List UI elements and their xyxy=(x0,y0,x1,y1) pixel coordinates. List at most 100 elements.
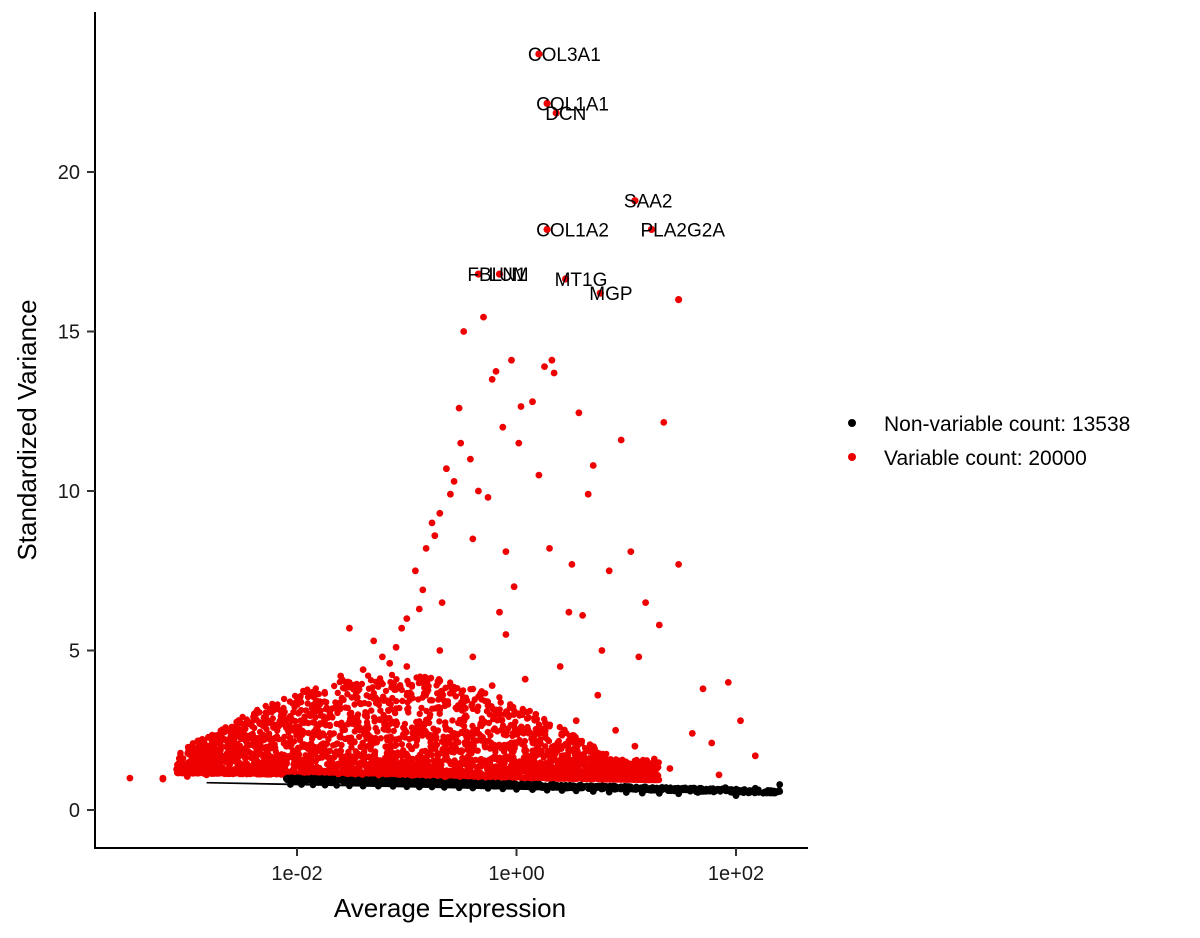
x-tick-label-2: 1e+02 xyxy=(708,863,764,885)
point-s1-37 xyxy=(455,404,463,412)
point-s0-10 xyxy=(415,783,423,791)
tick-marks: 1e-02 1e+00 1e+02 0 5 10 15 20 xyxy=(58,162,764,885)
point-s0-6 xyxy=(359,782,367,790)
point-s1-72 xyxy=(655,621,663,629)
point-s1-88 xyxy=(455,704,463,712)
point-s0-13 xyxy=(455,784,463,792)
point-s1-11 xyxy=(260,714,268,721)
x-tick-label-0: 1e-02 xyxy=(271,863,322,885)
point-s0-17 xyxy=(513,785,520,793)
point-s1-101 xyxy=(715,771,723,779)
gene-label-0: COL3A1 xyxy=(528,45,601,66)
gene-point-8 xyxy=(562,275,570,283)
point-s1-91 xyxy=(502,631,510,638)
y-tick-label-2: 10 xyxy=(58,481,80,503)
gene-label-2: DCN xyxy=(545,104,586,125)
point-s1-23 xyxy=(392,643,400,651)
point-s1-82 xyxy=(346,736,353,744)
point-s1-55 xyxy=(535,471,543,479)
point-s1-79 xyxy=(737,717,744,725)
legend: Non-variable count: 13538 Variable count… xyxy=(848,413,1130,470)
point-s1-89 xyxy=(469,653,477,661)
point-s1-62 xyxy=(575,409,583,417)
gene-label-3: SAA2 xyxy=(624,192,673,213)
point-s1-66 xyxy=(598,647,606,654)
gene-point-6 xyxy=(474,270,482,278)
y-tick-label-0: 0 xyxy=(69,800,80,822)
point-s1-100 xyxy=(666,765,674,772)
point-s1-34 xyxy=(443,465,450,473)
point-s1-44 xyxy=(484,494,492,501)
point-s1-95 xyxy=(572,717,580,725)
point-s1-81 xyxy=(326,730,334,737)
point-s0-33 xyxy=(776,781,784,788)
point-s1-57 xyxy=(546,545,553,552)
gene-label-5: PLA2G2A xyxy=(641,220,726,241)
point-s1-51 xyxy=(510,583,518,591)
point-s1-60 xyxy=(565,608,573,616)
point-s1-3 xyxy=(183,765,191,772)
legend-key-variable xyxy=(848,453,856,461)
point-s1-59 xyxy=(550,369,558,377)
gene-point-10 xyxy=(675,296,683,304)
point-s1-67 xyxy=(605,567,613,575)
point-s1-73 xyxy=(660,419,668,426)
point-s1-42 xyxy=(475,487,482,495)
point-s1-52 xyxy=(515,439,523,447)
point-s0-40 xyxy=(650,786,658,794)
point-s1-78 xyxy=(724,679,732,686)
point-s0-4 xyxy=(333,782,341,789)
gene-point-5 xyxy=(647,225,656,233)
point-s1-68 xyxy=(617,436,625,444)
point-s1-4 xyxy=(183,773,191,780)
point-s1-20 xyxy=(370,637,378,645)
point-s1-5 xyxy=(203,746,211,753)
point-s1-22 xyxy=(386,659,394,667)
point-s1-40 xyxy=(467,455,474,463)
point-s1-30 xyxy=(428,519,436,527)
gene-point-1 xyxy=(543,99,551,107)
point-s0-8 xyxy=(389,783,397,790)
gene-point-3 xyxy=(631,197,639,205)
point-s1-70 xyxy=(635,653,643,661)
gene-point-2 xyxy=(552,109,560,117)
y-tick-label-1: 5 xyxy=(69,641,80,663)
point-s1-61 xyxy=(568,561,576,568)
point-s1-63 xyxy=(579,612,586,619)
gene-label-8: MT1G xyxy=(555,270,608,291)
point-s1-36 xyxy=(450,478,458,485)
gene-point-7 xyxy=(495,270,504,278)
point-s0-20 xyxy=(558,787,566,794)
point-s0-27 xyxy=(675,790,682,798)
point-s0-3 xyxy=(321,781,329,789)
point-s0-11 xyxy=(428,783,436,791)
point-s1-10 xyxy=(260,736,268,744)
point-s1-7 xyxy=(216,755,224,763)
point-s0-16 xyxy=(499,785,507,793)
point-s1-38 xyxy=(457,439,465,447)
gene-label-7: LUM xyxy=(489,265,529,286)
gene-point-9 xyxy=(596,289,604,297)
point-s1-31 xyxy=(431,532,439,540)
point-s1-83 xyxy=(370,695,378,702)
point-s1-50 xyxy=(508,356,515,364)
point-s0-24 xyxy=(622,789,630,796)
legend-label-variable: Variable count: 20000 xyxy=(884,447,1087,470)
point-s1-9 xyxy=(236,765,244,772)
point-s0-32 xyxy=(751,784,759,792)
point-s1-74 xyxy=(675,561,682,568)
axes xyxy=(94,12,808,849)
point-s1-47 xyxy=(496,608,503,616)
y-axis-title: Standardized Variance xyxy=(12,299,42,560)
point-s1-16 xyxy=(326,710,334,718)
point-s1-27 xyxy=(415,605,423,613)
point-s1-94 xyxy=(556,663,564,670)
y-tick-label-3: 15 xyxy=(58,322,80,344)
point-s1-24 xyxy=(398,624,406,632)
point-s0-1 xyxy=(298,781,305,788)
point-s1-46 xyxy=(492,368,500,375)
point-s1-15 xyxy=(312,707,320,715)
point-s1-12 xyxy=(276,720,284,728)
point-s1-0 xyxy=(126,774,134,782)
